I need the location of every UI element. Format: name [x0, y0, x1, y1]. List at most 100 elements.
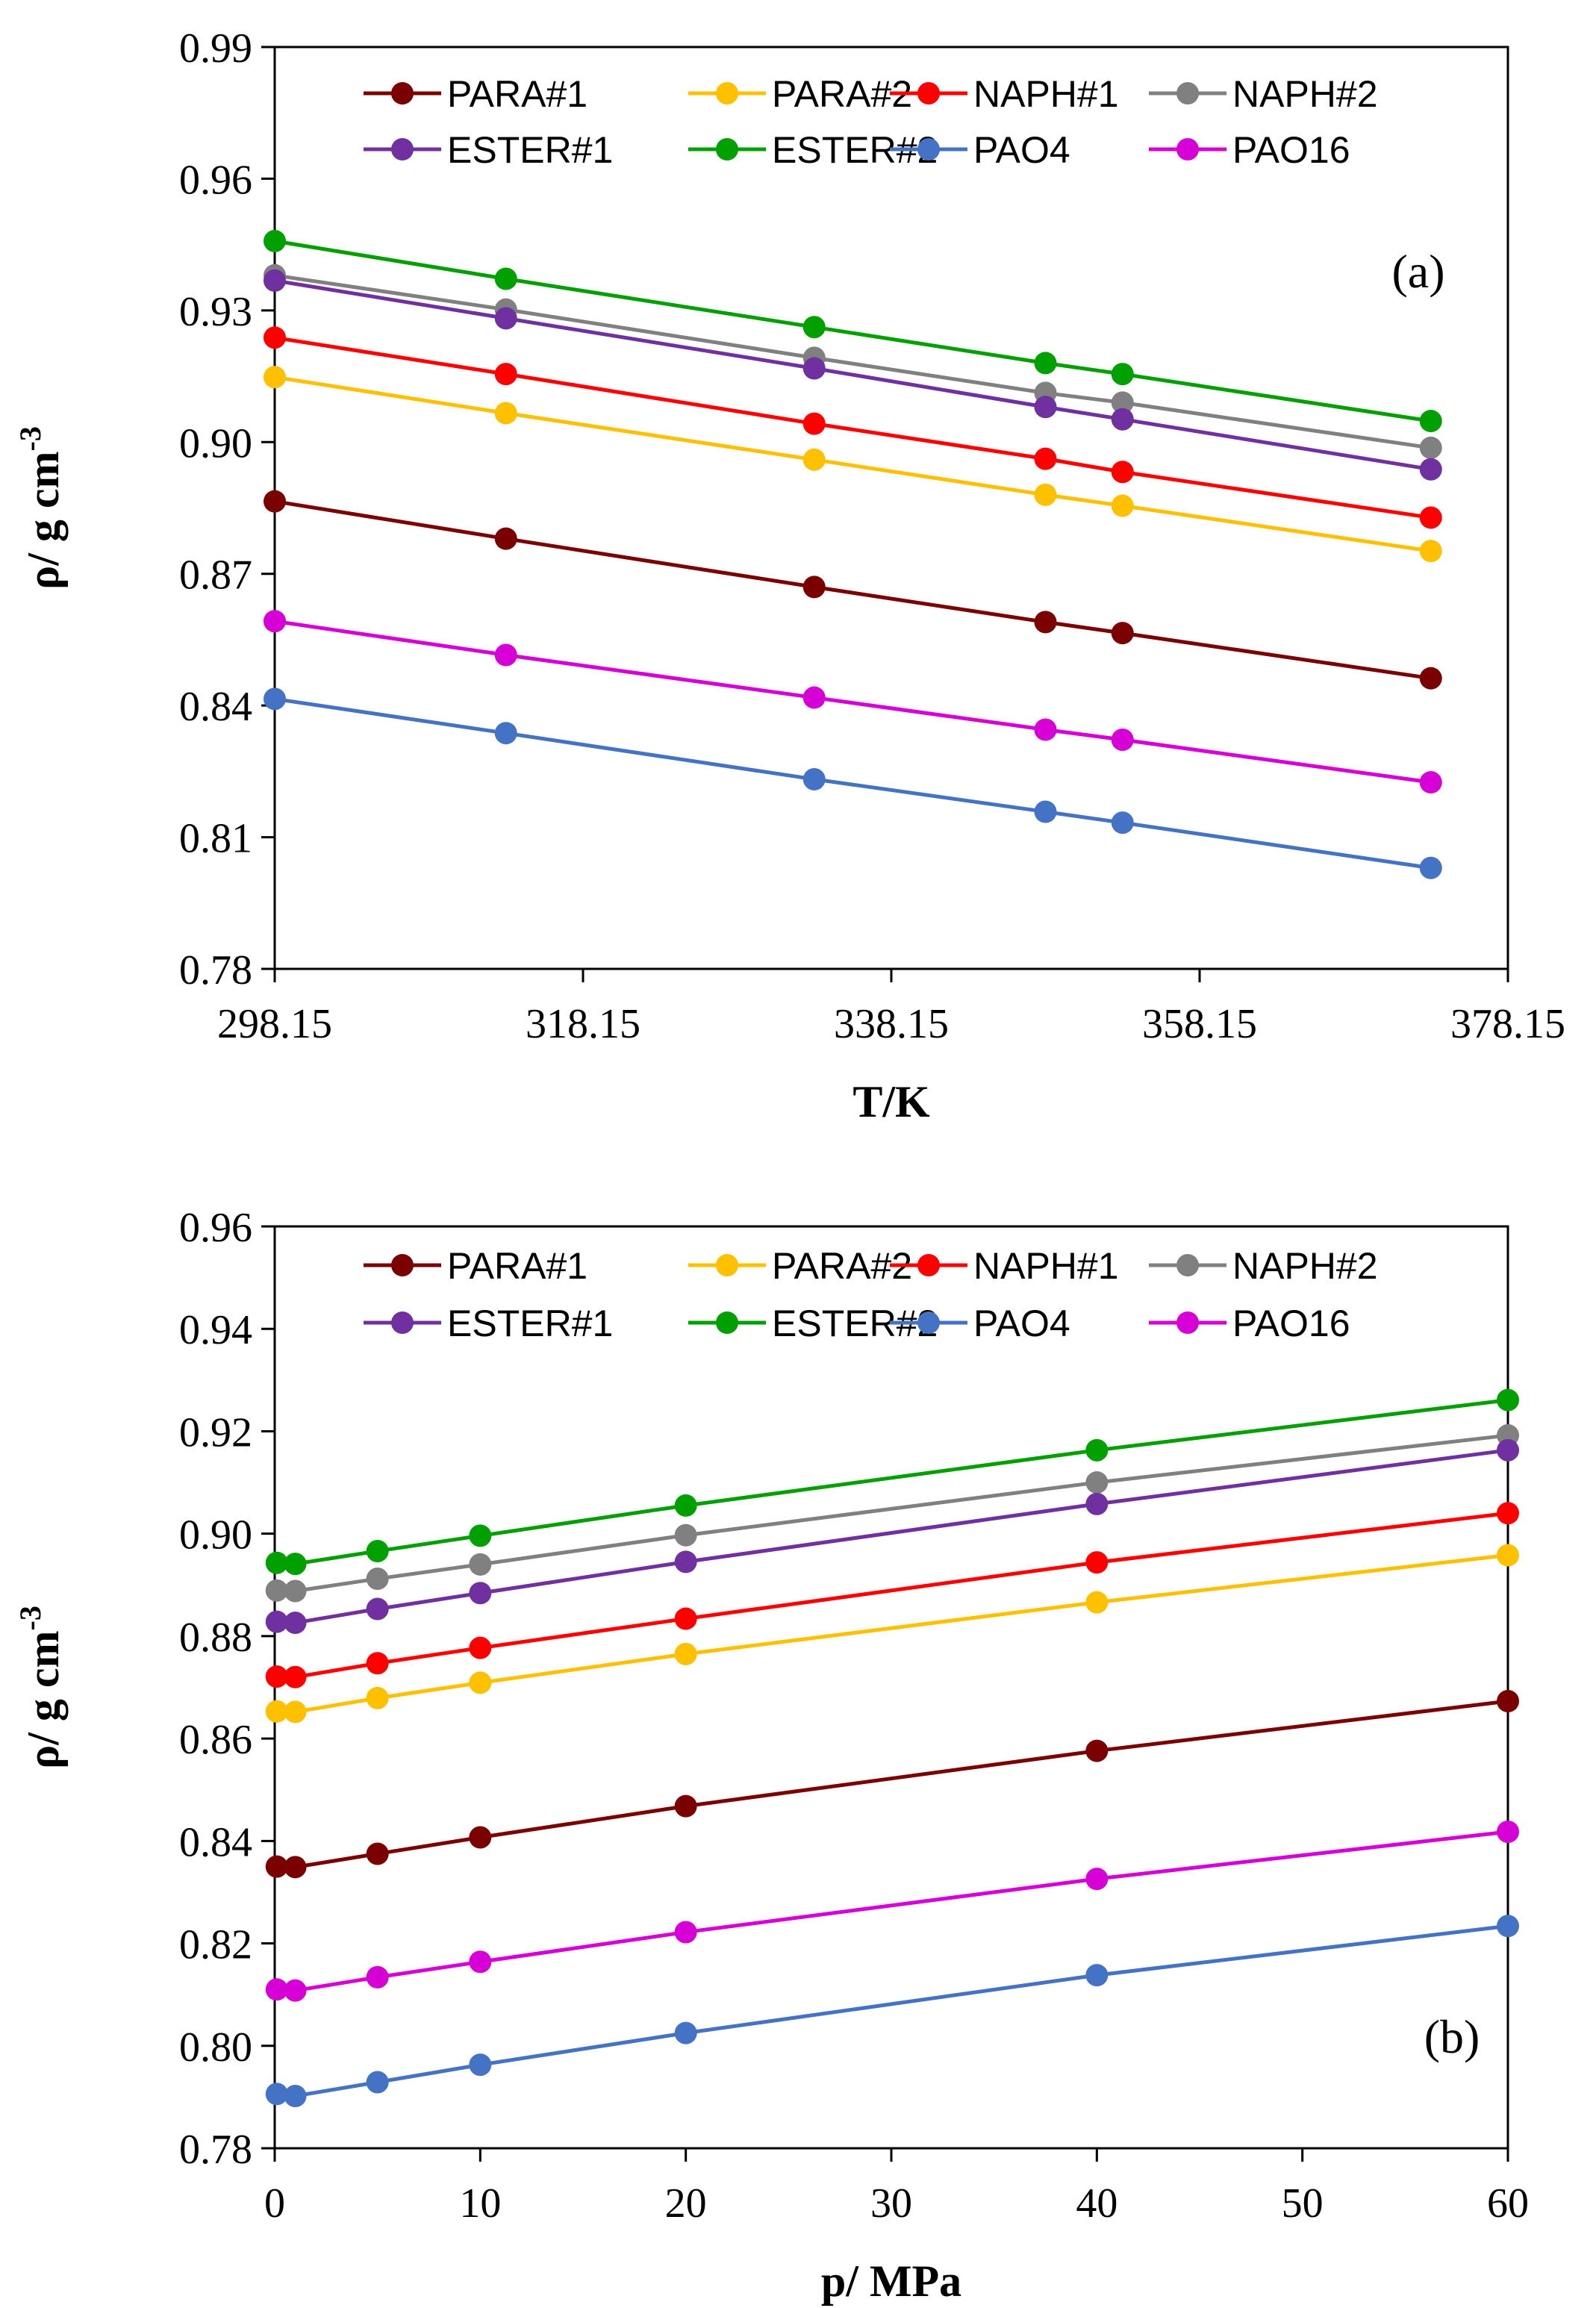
series-ester-1 — [264, 269, 1442, 481]
legend-item: PAO4 — [890, 129, 1070, 171]
legend-marker — [716, 138, 738, 160]
legend-label: NAPH#2 — [1232, 73, 1378, 115]
legend-item: ESTER#1 — [364, 129, 613, 171]
data-point — [264, 229, 286, 252]
data-point — [674, 1494, 697, 1517]
legend-item: PARA#1 — [364, 1245, 587, 1287]
series-line — [274, 499, 1432, 681]
legend-marker — [1176, 1254, 1199, 1276]
panel-label: (b) — [1424, 2010, 1480, 2063]
data-point — [265, 1551, 288, 1574]
y-tick-label: 0.96 — [179, 1205, 252, 1251]
series-para-2 — [264, 366, 1442, 563]
x-tick-label: 0 — [264, 2180, 285, 2227]
data-point — [1085, 1471, 1109, 1494]
legend-item: PARA#2 — [688, 73, 912, 115]
legend-marker — [716, 82, 738, 105]
legend-item: PARA#1 — [364, 73, 587, 115]
data-point — [1111, 391, 1134, 414]
data-point — [264, 687, 286, 711]
data-point — [1085, 1964, 1109, 1987]
data-point — [366, 1539, 389, 1562]
y-tick-label: 0.88 — [179, 1615, 252, 1661]
legend-marker — [917, 1311, 940, 1334]
legend-item: ESTER#1 — [364, 1303, 613, 1344]
y-tick-label: 0.78 — [179, 2127, 252, 2173]
series-line — [274, 273, 1432, 450]
data-point — [802, 316, 826, 339]
legend-item: NAPH#1 — [890, 1245, 1119, 1287]
legend-label: PARA#1 — [447, 73, 587, 115]
legend-item: NAPH#2 — [1149, 1245, 1378, 1287]
data-point — [674, 2021, 697, 2045]
data-point — [284, 1979, 307, 2002]
data-point — [1111, 811, 1134, 835]
series-line — [274, 619, 1432, 785]
data-point — [284, 1612, 307, 1635]
series-pao16 — [264, 610, 1442, 794]
legend-marker — [391, 82, 414, 105]
data-point — [469, 2053, 492, 2077]
data-point — [1419, 856, 1442, 879]
data-point — [494, 402, 517, 425]
legend-marker — [1176, 1311, 1199, 1334]
data-point — [284, 1665, 307, 1688]
y-tick-label: 0.96 — [179, 157, 252, 203]
data-point — [284, 1579, 307, 1603]
data-point — [802, 576, 826, 599]
data-point — [264, 490, 286, 513]
data-point — [1034, 352, 1057, 375]
data-point — [366, 1597, 389, 1621]
legend-item: PARA#2 — [688, 1245, 912, 1287]
x-tick-label: 338.15 — [834, 1001, 949, 1047]
series-line — [274, 375, 1432, 553]
x-axis-title: T/K — [852, 1077, 930, 1126]
data-point — [1034, 447, 1057, 470]
x-tick-label: 10 — [459, 2180, 501, 2227]
y-tick-label: 0.81 — [179, 816, 252, 862]
data-point — [674, 1921, 697, 1944]
legend-item: PAO16 — [1149, 129, 1350, 171]
data-point — [264, 366, 286, 389]
data-point — [1085, 1868, 1109, 1891]
legend-label: NAPH#1 — [973, 73, 1119, 115]
data-point — [1111, 622, 1134, 645]
series-naph-1 — [265, 1502, 1519, 1688]
series-line — [274, 335, 1432, 520]
series-line — [274, 278, 1432, 472]
panel-label: (a) — [1391, 245, 1444, 298]
data-point — [1419, 540, 1442, 563]
legend-label: PAO16 — [1232, 129, 1350, 171]
data-point — [1085, 1551, 1109, 1574]
data-point — [265, 1700, 288, 1723]
data-point — [366, 2071, 389, 2094]
y-tick-label: 0.90 — [179, 420, 252, 467]
y-tick-label: 0.99 — [179, 25, 252, 72]
y-axis-title: ρ/ g cm-3 — [13, 1606, 68, 1769]
data-point — [1419, 667, 1442, 690]
data-point — [1111, 461, 1134, 484]
data-point — [265, 1610, 288, 1633]
legend-item: PAO4 — [890, 1303, 1070, 1344]
data-point — [1419, 506, 1442, 529]
y-tick-label: 0.78 — [179, 947, 252, 994]
data-point — [674, 1607, 697, 1630]
legend-marker — [391, 138, 414, 160]
data-point — [264, 326, 286, 349]
data-point — [284, 2085, 307, 2108]
x-tick-label: 378.15 — [1450, 1001, 1565, 1047]
series-pao16 — [265, 1820, 1519, 2002]
series-line — [274, 239, 1432, 423]
legend-marker — [917, 82, 940, 105]
y-tick-label: 0.84 — [179, 684, 252, 730]
y-tick-label: 0.92 — [179, 1409, 252, 1456]
data-point — [264, 610, 286, 633]
legend-label: NAPH#1 — [973, 1245, 1119, 1287]
panels: 0.78 0.81 0.84 0.87 0.90 0.93 0.96 0.99 298.15 31… — [13, 25, 1565, 2306]
legend-marker — [716, 1254, 738, 1276]
data-point — [265, 2083, 288, 2106]
legend-item: NAPH#1 — [890, 73, 1119, 115]
y-tick-label: 0.93 — [179, 289, 252, 335]
